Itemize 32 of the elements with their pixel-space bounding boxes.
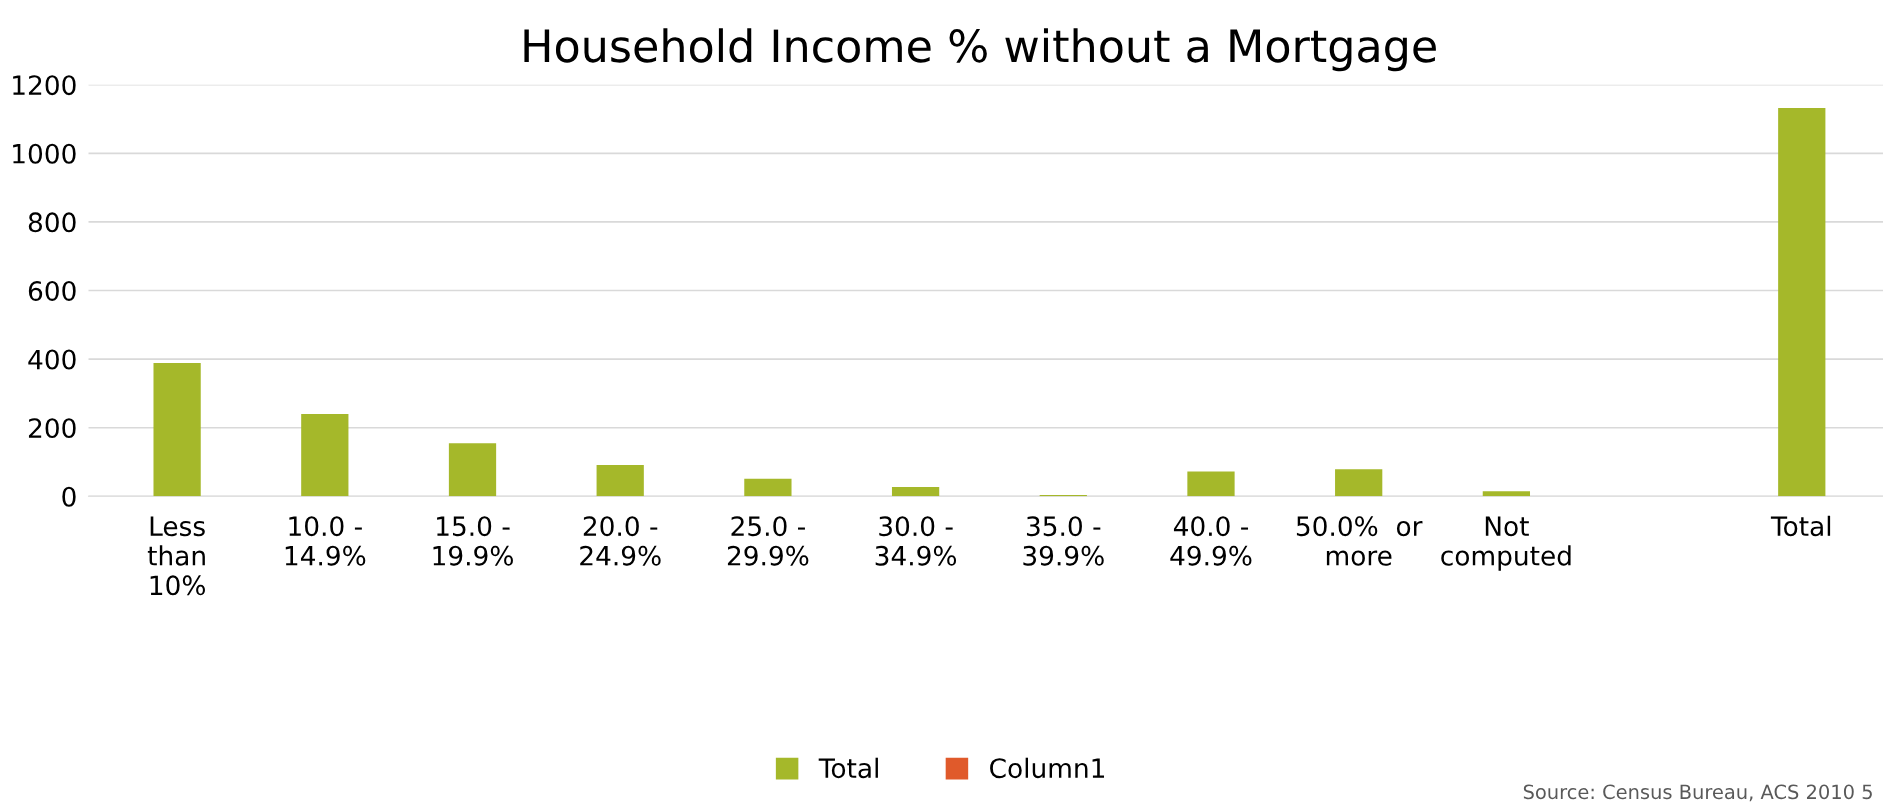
- y-tick-label: 1000: [13, 143, 76, 164]
- x-tick-label: 35.0 - 39.9%: [1023, 516, 1104, 566]
- bar: [448, 443, 497, 497]
- x-tick-label: Total: [1770, 515, 1831, 537]
- legend-label: Total: [818, 757, 878, 779]
- x-tick-label: Less than 10%: [147, 516, 205, 596]
- bar: [891, 487, 940, 497]
- x-tick-label: 50.0% or more: [1296, 516, 1423, 566]
- chart-title: Household Income % without a Mortgage: [524, 28, 1436, 72]
- x-tick-label: 40.0 - 49.9%: [1170, 516, 1252, 566]
- bar: [1482, 491, 1531, 497]
- x-tick-label: 25.0 - 29.9%: [727, 516, 809, 566]
- bar: [744, 478, 792, 497]
- y-tick-label: 600: [28, 280, 76, 301]
- x-tick-label: 20.0 - 24.9%: [580, 516, 661, 566]
- bar: [1187, 471, 1235, 497]
- x-tick-label: 15.0 - 19.9%: [433, 516, 513, 566]
- bar: [1335, 469, 1383, 497]
- x-tick-label: 30.0 - 34.9%: [875, 516, 957, 566]
- bar: [1778, 108, 1826, 497]
- bar: [596, 465, 644, 497]
- y-tick-label: 400: [28, 349, 76, 370]
- y-tick-label: 200: [28, 418, 76, 439]
- bar: [153, 362, 201, 497]
- y-tick-label: 0: [62, 486, 76, 507]
- y-tick-label: 1200: [13, 75, 76, 96]
- bar: [301, 413, 349, 497]
- x-tick-label: 10.0 - 14.9%: [285, 516, 366, 566]
- x-tick-label: Not computed: [1441, 516, 1571, 571]
- legend-label: Column1: [990, 757, 1105, 779]
- y-tick-label: 800: [28, 212, 76, 233]
- source-note: Source: Census Bureau, ACS 2010 5: [1523, 784, 1872, 802]
